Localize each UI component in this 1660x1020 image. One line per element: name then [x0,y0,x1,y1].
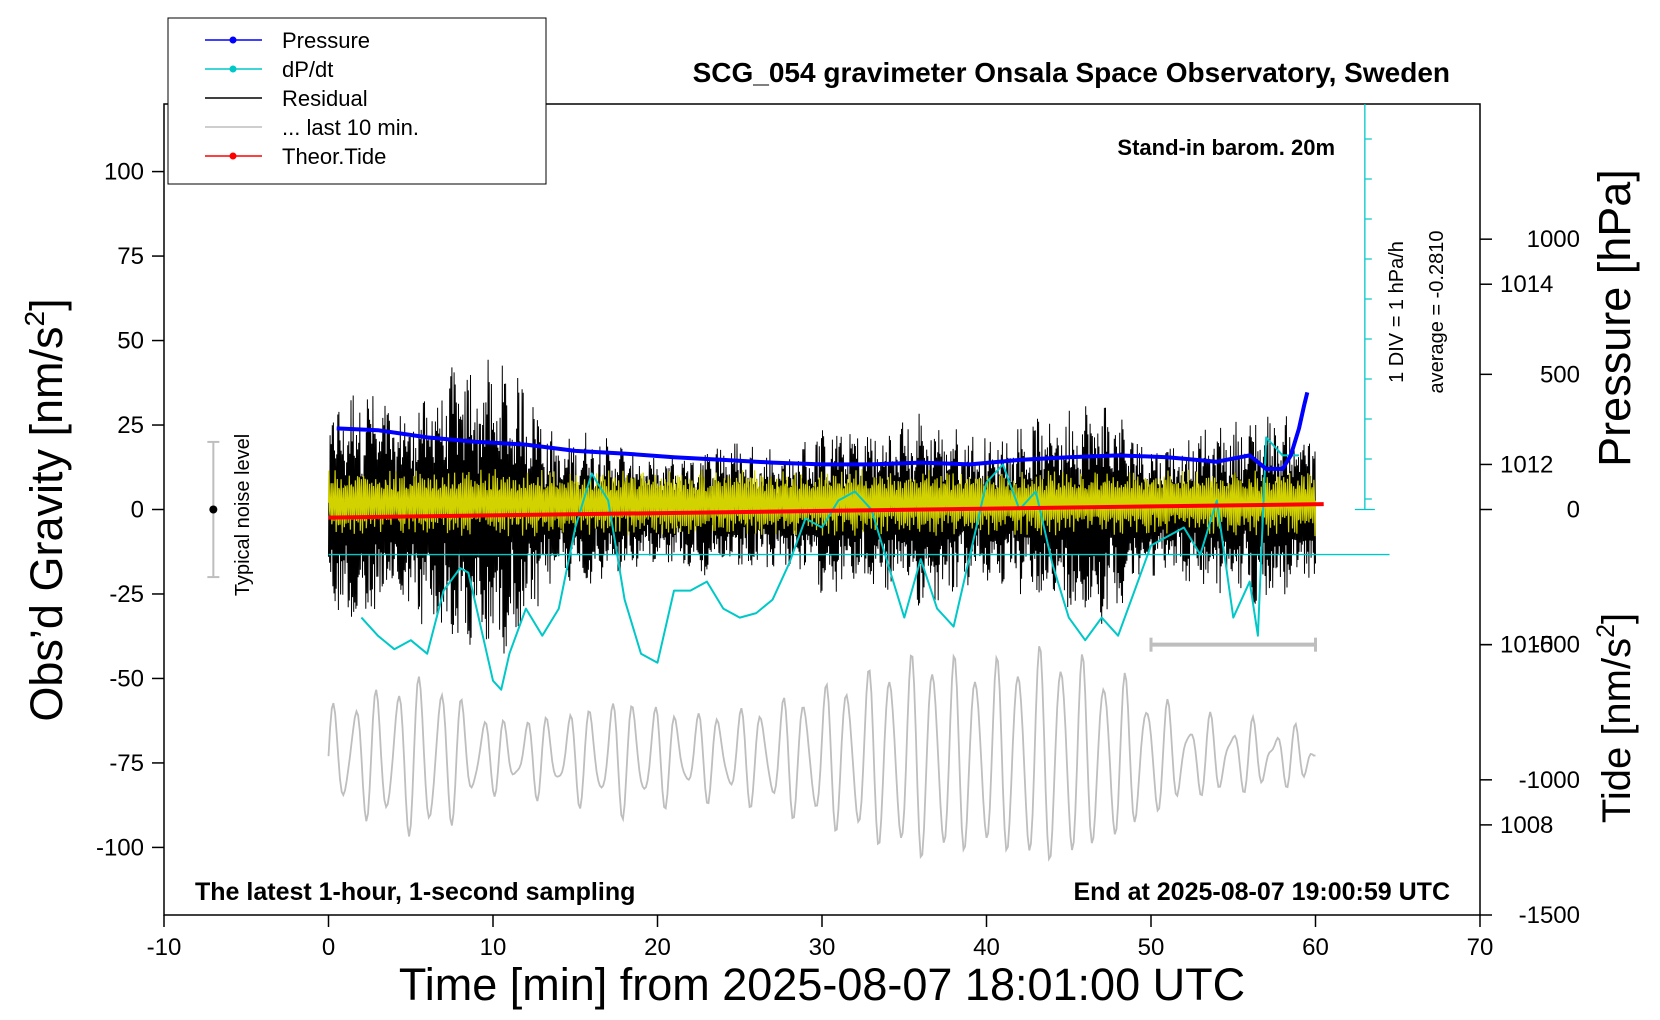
legend: Pressure dP/dt Residual ... last 10 min. The… [205,28,419,169]
average-note: average = -0.2810 [1426,231,1448,394]
gravity-tick-label: -100 [96,834,144,861]
tide-tick-label: -1500 [1519,902,1580,929]
tick-marks: -10 0 10 20 30 40 50 60 701007550250-25-50-75-10… [96,159,1580,961]
gravity-tick-label: -25 [109,581,144,608]
tide-label-end: ] [1595,613,1639,624]
legend-marker [229,65,237,73]
legend-label: Theor.Tide [282,144,386,169]
x-tick-label: 0 [322,934,335,961]
gravity-label-text: Obs’d Gravity [nm/s [21,327,72,722]
end-note: End at 2025-08-07 19:00:59 UTC [1073,878,1450,906]
x-tick-label: 50 [1138,934,1165,961]
pressure-tick-label: 1014 [1500,271,1553,298]
y-axis-label-gravity: Obs’d Gravity [nm/s2] [19,298,72,721]
x-tick-label: -10 [147,934,182,961]
gravity-label-sup: 2 [19,311,50,327]
pressure-tick-label: 1012 [1500,451,1553,478]
pressure-tick-label: 1010 [1500,632,1553,659]
x-tick-label: 10 [480,934,507,961]
x-tick-label: 60 [1302,934,1329,961]
x-tick-label: 40 [973,934,1000,961]
legend-marker [229,36,237,44]
tide-label-sup: 2 [1592,624,1620,638]
x-tick-label: 30 [809,934,836,961]
legend-label: Pressure [282,28,370,53]
tide-tick-label: -1000 [1519,767,1580,794]
dpdt-line [360,436,1299,691]
filtered-overlay-line [327,468,1317,537]
latest-note: The latest 1-hour, 1-second sampling [195,878,635,906]
noise-note: Typical noise level [232,434,254,596]
gravity-label-end: ] [21,298,72,311]
chart-title: SCG_054 gravimeter Onsala Space Observat… [693,57,1450,88]
pressure-line [336,391,1310,471]
tide-tick-label: 500 [1540,361,1580,388]
theoretical-tide-line [328,502,1324,520]
gravity-tick-label: 0 [131,497,144,524]
gravity-tick-label: 25 [117,412,144,439]
x-tick-label: 70 [1467,934,1494,961]
gravity-tick-label: 75 [117,243,144,270]
legend-marker [229,152,237,160]
tide-label-text: Tide [nm/s [1595,638,1639,823]
div-note: 1 DIV = 1 hPa/h [1386,241,1408,383]
pressure-tick-label: 1008 [1500,812,1553,839]
legend-label: Residual [282,86,368,111]
x-axis-label: Time [min] from 2025-08-07 18:01:00 UTC [399,959,1245,1010]
residual-line [328,359,1316,654]
plot-lines [207,104,1390,862]
gravity-tick-label: 100 [104,159,144,186]
gravity-tick-label: -75 [109,750,144,777]
tide-tick-label: 0 [1567,497,1580,524]
tide-tick-label: -500 [1532,632,1580,659]
y-axis-label-tide: Tide [nm/s2] [1592,613,1639,823]
gravity-tick-label: -50 [109,665,144,692]
tide-tick-label: 1000 [1527,226,1580,253]
noise-level-dot [209,505,218,514]
x-tick-label: 20 [644,934,671,961]
y-axis-label-pressure: Pressure [hPa] [1589,169,1640,467]
barometer-note: Stand-in barom. 20m [1117,135,1335,160]
gravity-tick-label: 50 [117,328,144,355]
legend-label: dP/dt [282,57,333,82]
last-10-min-line [327,646,1316,862]
legend-label: ... last 10 min. [282,115,419,140]
